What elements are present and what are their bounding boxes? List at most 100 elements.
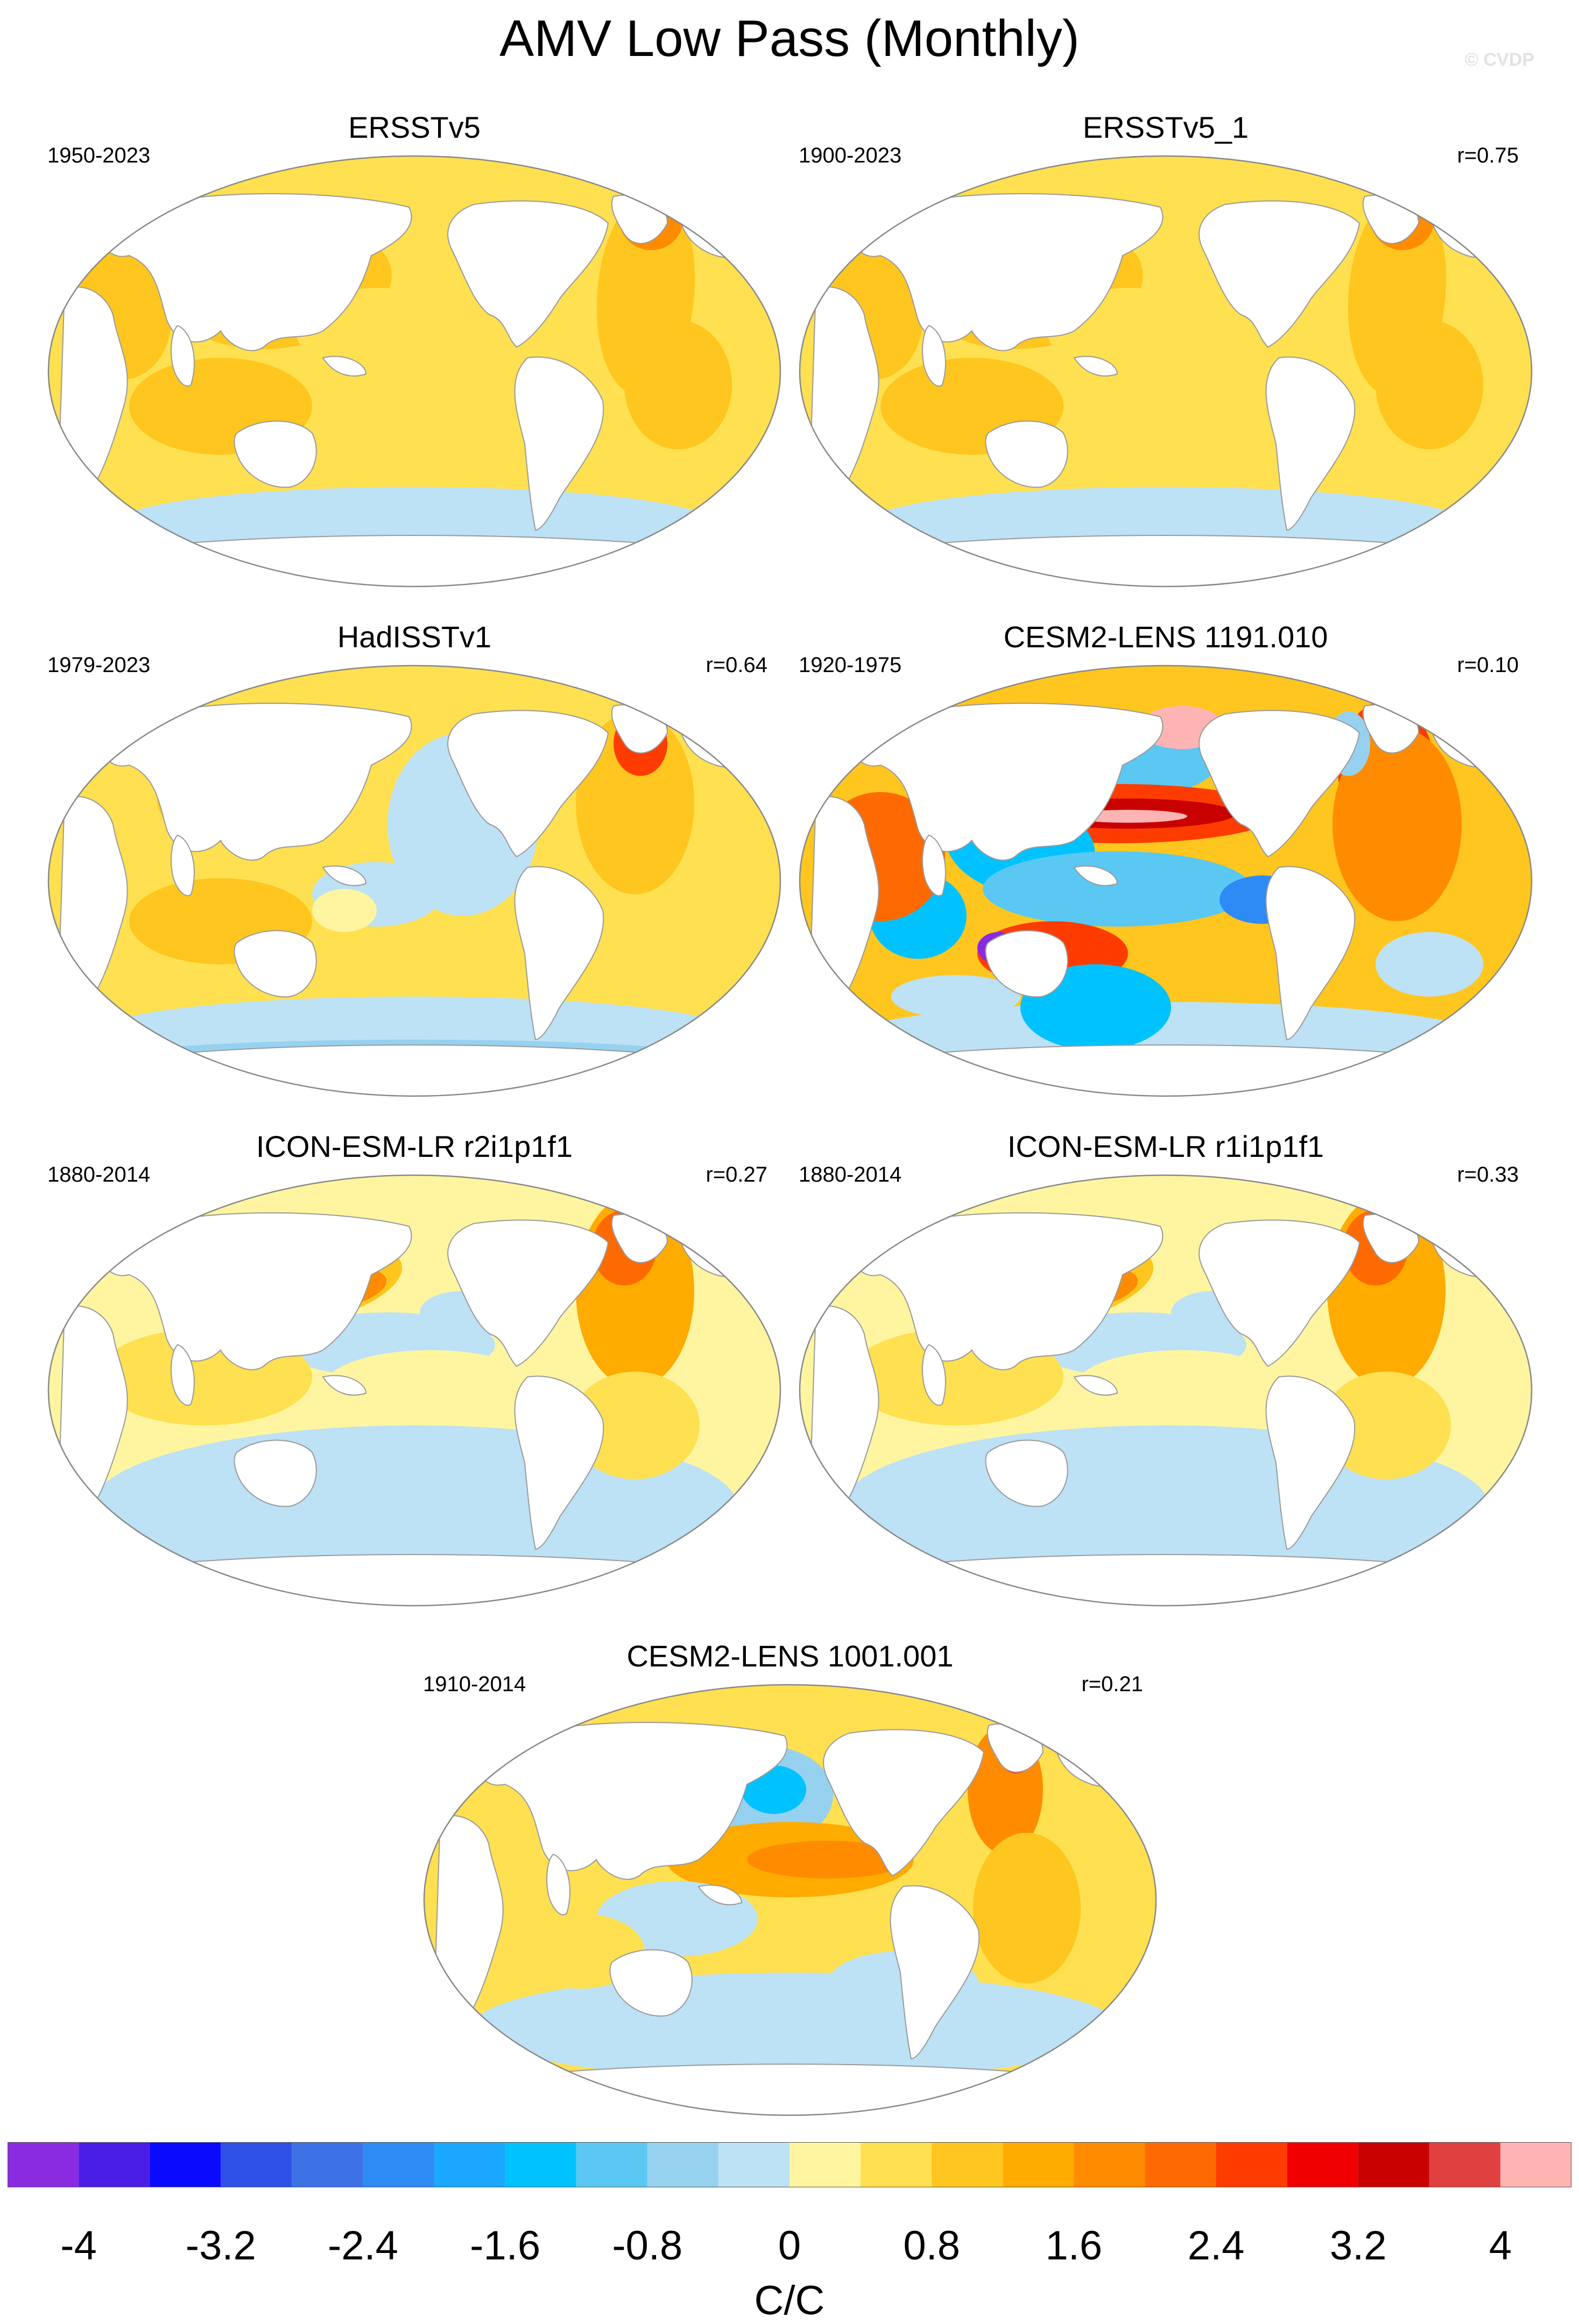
- land-nislands: [1073, 1375, 1118, 1396]
- map-border: [799, 1174, 1533, 1607]
- map-panel-hadisstv1: HadISSTv1 1979-2023 r=0.64: [43, 620, 786, 1104]
- land-namerica: [1199, 710, 1361, 858]
- colorbar-swatch: [1074, 2142, 1145, 2187]
- world-map: [799, 1174, 1533, 1607]
- colorbar-units: C/C: [754, 2278, 825, 2323]
- panel-title: ICON-ESM-LR r2i1p1f1: [256, 1129, 573, 1163]
- colorbar-tick-label: -2.4: [327, 2223, 398, 2269]
- land-samerica: [1265, 1375, 1356, 1550]
- anomaly-region: [1333, 727, 1462, 921]
- colorbar-swatch: [790, 2142, 861, 2187]
- colorbar-tick-label: 4: [1489, 2223, 1512, 2269]
- colorbar-swatch: [718, 2142, 790, 2187]
- colorbar-tick-label: -0.8: [612, 2223, 683, 2269]
- land-antarctica: [107, 1044, 722, 1096]
- land-antarctica: [858, 535, 1473, 587]
- cvdp-watermark: © CVDP: [1465, 50, 1534, 70]
- land-australia: [234, 930, 317, 998]
- land-asia: [479, 1722, 788, 1880]
- land-antarctica: [107, 1554, 722, 1606]
- colorbar-swatch: [221, 2142, 292, 2187]
- colorbar-swatch: [1216, 2142, 1287, 2187]
- land-india: [922, 1344, 946, 1406]
- panel-title: CESM2-LENS 1191.010: [1003, 620, 1328, 654]
- land-australia: [985, 420, 1068, 488]
- land-antarctica: [107, 535, 722, 587]
- panel-correlation: r=0.64: [706, 653, 767, 677]
- land-australia: [234, 1439, 317, 1507]
- panel-title: ERSSTv5: [348, 110, 481, 144]
- panel-years: 1900-2023: [799, 144, 902, 167]
- anomaly-region: [1376, 320, 1483, 449]
- land-asia: [103, 703, 412, 861]
- land-nislands: [322, 865, 367, 886]
- panel-title: ICON-ESM-LR r1i1p1f1: [1007, 1129, 1324, 1163]
- land-nislands: [1073, 356, 1118, 377]
- land-asia: [103, 193, 412, 351]
- anomaly-region: [983, 851, 1252, 927]
- land-australia: [985, 930, 1068, 998]
- map-panel-icon-r1i1p1f1: ICON-ESM-LR r1i1p1f1 1880-2014 r=0.33: [794, 1129, 1537, 1614]
- anomaly-region: [570, 1372, 700, 1479]
- panel-correlation: r=0.75: [1457, 144, 1519, 167]
- colorbar-swatch: [363, 2142, 434, 2187]
- anomaly-region: [323, 1350, 538, 1425]
- world-map: [47, 665, 781, 1097]
- land-asia: [855, 703, 1164, 861]
- colorbar-tick-label: 1.6: [1045, 2223, 1103, 2269]
- world-map: [799, 665, 1533, 1097]
- map-panel-ersstv5-1: ERSSTv5_1 1900-2023 r=0.75: [794, 110, 1537, 595]
- land-namerica: [447, 1219, 609, 1367]
- anomaly-region: [1376, 932, 1483, 997]
- land-antarctica: [858, 1044, 1473, 1096]
- map-border: [47, 1174, 781, 1607]
- colorbar-swatch: [1358, 2142, 1429, 2187]
- map-border: [47, 665, 781, 1097]
- anomaly-region: [973, 1833, 1081, 1983]
- land-antarctica: [858, 1554, 1473, 1606]
- anomaly-region: [891, 975, 1020, 1018]
- map-border: [799, 155, 1533, 588]
- land-india: [546, 1853, 570, 1916]
- panel-years: 1880-2014: [799, 1163, 902, 1186]
- anomaly-region: [312, 889, 377, 932]
- land-namerica: [447, 710, 609, 858]
- land-asia: [103, 1212, 412, 1371]
- colorbar-swatch: [647, 2142, 718, 2187]
- land-india: [171, 834, 195, 896]
- map-panel-cesm2-lens-1191: CESM2-LENS 1191.010 1920-1975 r=0.10: [794, 620, 1537, 1104]
- colorbar-swatch: [932, 2142, 1003, 2187]
- land-namerica: [1199, 200, 1361, 348]
- world-map: [423, 1684, 1157, 2116]
- colorbar-tick-label: -1.6: [470, 2223, 541, 2269]
- colorbar-swatch: [1145, 2142, 1216, 2187]
- colorbar-tick-label: 3.2: [1329, 2223, 1387, 2269]
- land-india: [171, 1344, 195, 1406]
- panel-years: 1979-2023: [47, 653, 151, 677]
- colorbar-swatch: [434, 2142, 505, 2187]
- anomaly-region: [355, 390, 484, 455]
- land-samerica: [1265, 866, 1356, 1041]
- land-india: [922, 324, 946, 387]
- land-india: [171, 324, 195, 387]
- land-samerica: [890, 1885, 980, 2060]
- map-panel-icon-r2i1p1f1: ICON-ESM-LR r2i1p1f1 1880-2014 r=0.27: [43, 1129, 786, 1614]
- world-map: [799, 155, 1533, 588]
- panel-correlation: r=0.33: [1457, 1163, 1519, 1186]
- colorbar-tick-label: 0.8: [903, 2223, 960, 2269]
- colorbar-tick-label: -3.2: [185, 2223, 256, 2269]
- panel-title: HadISSTv1: [337, 620, 492, 654]
- land-antarctica: [483, 2064, 1097, 2115]
- anomaly-region: [624, 320, 732, 449]
- colorbar-swatch: [1429, 2142, 1500, 2187]
- panel-years: 1920-1975: [799, 653, 902, 677]
- colorbar-swatch: [150, 2142, 221, 2187]
- land-samerica: [514, 356, 604, 531]
- colorbar-swatch: [861, 2142, 932, 2187]
- land-asia: [855, 1212, 1164, 1371]
- map-panel-ersstv5: ERSSTv5 1950-2023: [43, 110, 786, 595]
- colorbar-tick-label: 2.4: [1187, 2223, 1245, 2269]
- land-nislands: [1073, 865, 1118, 886]
- land-australia: [609, 1949, 693, 2017]
- colorbar-swatch: [79, 2142, 150, 2187]
